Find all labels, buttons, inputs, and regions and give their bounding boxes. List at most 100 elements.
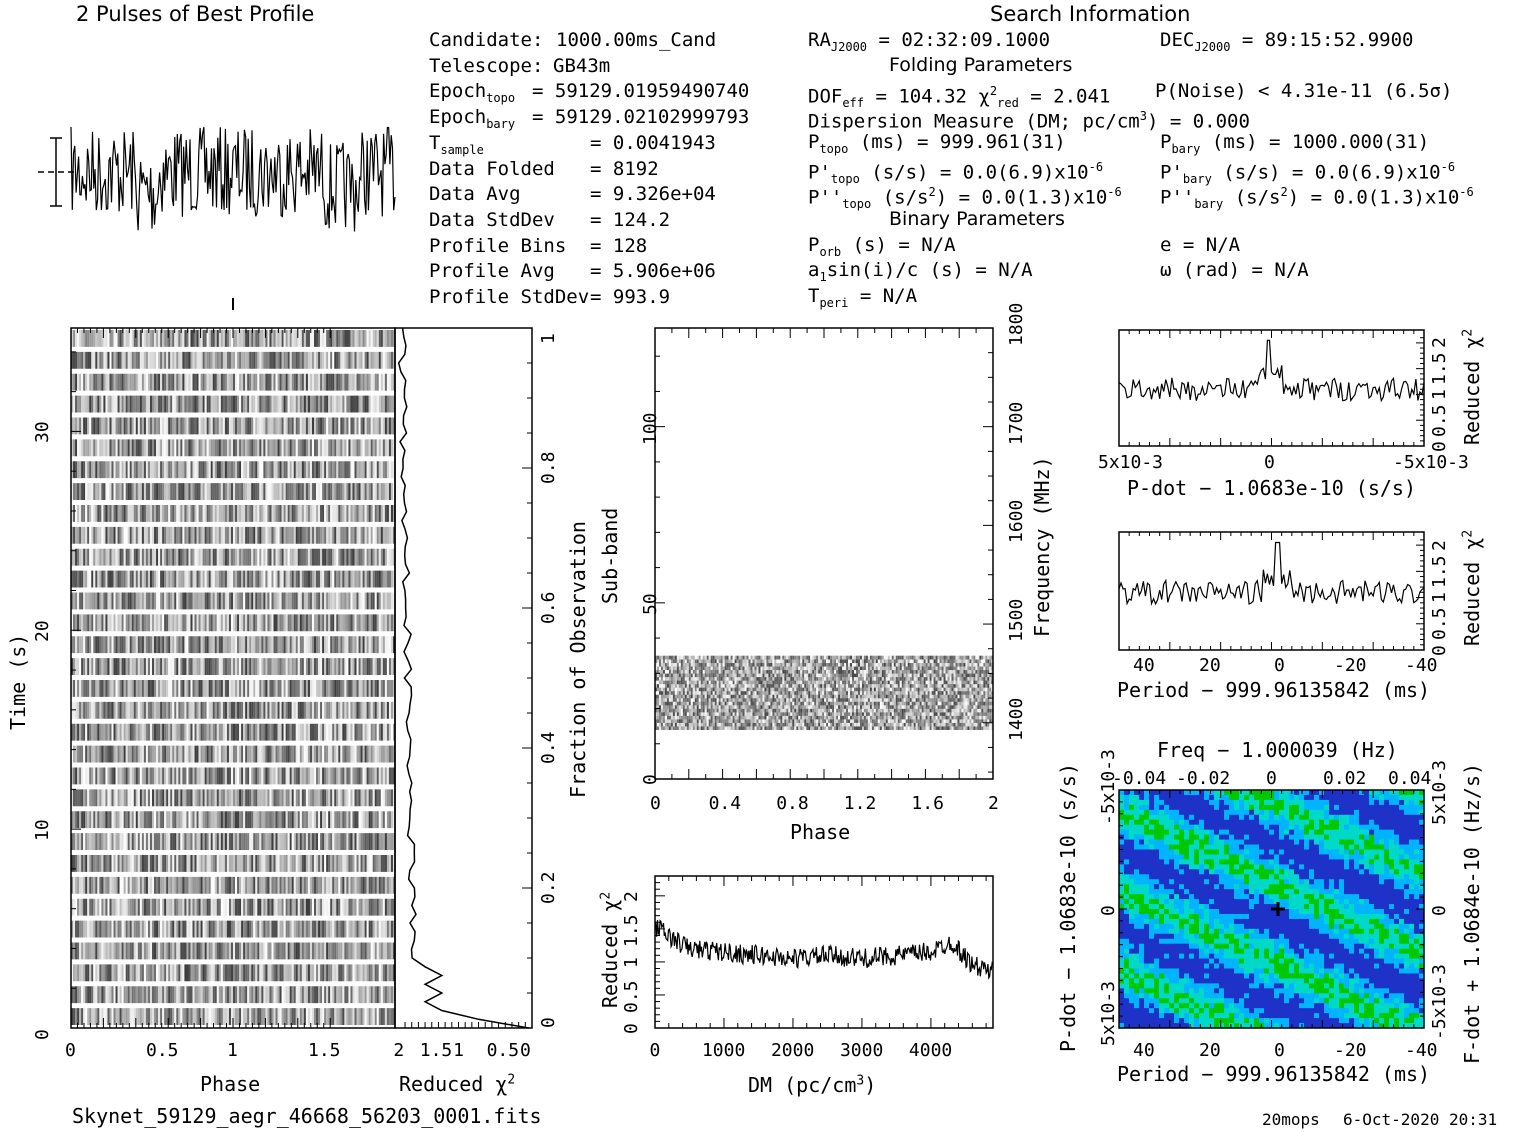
greyscale-cell [190, 898, 193, 916]
greyscale-cell [75, 548, 78, 566]
greyscale-cell [139, 745, 142, 763]
greyscale-cell [224, 417, 227, 435]
greyscale-cell [131, 855, 134, 872]
greyscale-cell [384, 526, 387, 544]
greyscale-cell [263, 964, 266, 982]
greyscale-cell [147, 636, 151, 654]
greyscale-cell [87, 373, 90, 391]
greyscale-cell [206, 898, 209, 916]
greyscale-cell [293, 614, 296, 632]
greyscale-cell [103, 898, 106, 916]
greyscale-cell [289, 942, 292, 960]
greyscale-cell [170, 986, 173, 1004]
greyscale-cell [344, 592, 347, 610]
greyscale-cell [81, 592, 84, 610]
greyscale-cell [208, 855, 211, 872]
greyscale-cell [178, 461, 181, 479]
greyscale-cell [89, 942, 92, 960]
greyscale-cell [247, 395, 250, 413]
greyscale-cell [143, 548, 146, 566]
greyscale-cell [344, 723, 347, 741]
greyscale-cell [247, 614, 250, 632]
greyscale-cell [145, 636, 149, 654]
greyscale-cell [388, 570, 392, 588]
greyscale-cell [212, 417, 215, 435]
greyscale-cell [170, 658, 173, 675]
greyscale-cell [214, 330, 217, 347]
greyscale-cell [392, 461, 396, 479]
greyscale-cell [196, 789, 199, 807]
greyscale-cell [392, 330, 396, 347]
greyscale-cell [85, 483, 88, 500]
greyscale-cell [204, 833, 207, 850]
greyscale-cell [117, 986, 120, 1004]
greyscale-cell [360, 658, 363, 675]
greyscale-cell [326, 395, 329, 413]
greyscale-cell [105, 658, 108, 675]
greyscale-cell [297, 614, 300, 632]
greyscale-cell [135, 986, 138, 1004]
greyscale-cell [283, 789, 286, 807]
greyscale-cell [200, 723, 203, 741]
greyscale-cell [121, 373, 124, 391]
greyscale-cell [360, 351, 363, 369]
greyscale-cell [127, 964, 130, 982]
greyscale-cell [135, 920, 138, 938]
greyscale-cell [320, 330, 323, 347]
greyscale-cell [259, 986, 262, 1004]
greyscale-cell [318, 439, 321, 457]
greyscale-cell [101, 483, 104, 500]
greyscale-cell [291, 767, 294, 785]
greyscale-cell [299, 964, 302, 982]
greyscale-cell [158, 483, 161, 500]
greyscale-cell [113, 483, 116, 500]
greyscale-cell [342, 395, 345, 413]
greyscale-cell [239, 526, 242, 544]
greyscale-cell [79, 658, 82, 675]
greyscale-cell [370, 658, 373, 675]
greyscale-cell [101, 395, 104, 413]
greyscale-cell [154, 636, 157, 654]
greyscale-cell [305, 439, 308, 457]
greyscale-cell [111, 592, 114, 610]
greyscale-cell [182, 833, 185, 850]
greyscale-cell [190, 942, 193, 960]
greyscale-cell [111, 920, 114, 938]
greyscale-cell [105, 461, 108, 479]
greyscale-cell [251, 592, 254, 610]
greyscale-cell [135, 723, 138, 741]
greyscale-cell [93, 811, 96, 829]
greyscale-cell [109, 986, 112, 1004]
greyscale-cell [366, 373, 369, 391]
greyscale-cell [95, 439, 98, 457]
greyscale-cell [307, 745, 311, 763]
greyscale-cell [149, 570, 153, 588]
greyscale-cell [233, 417, 236, 435]
greyscale-cell [168, 330, 171, 347]
greyscale-cell [259, 330, 262, 347]
greyscale-cell [340, 811, 343, 829]
greyscale-cell [378, 373, 381, 391]
greyscale-cell [216, 658, 219, 675]
greyscale-cell [283, 964, 286, 982]
greyscale-cell [87, 636, 90, 654]
greyscale-cell [154, 898, 157, 916]
greyscale-cell [251, 658, 254, 675]
greyscale-cell [186, 395, 189, 413]
greyscale-cell [338, 964, 341, 982]
greyscale-cell [269, 351, 272, 369]
greyscale-cell [360, 680, 363, 697]
greyscale-cell [218, 330, 221, 347]
greyscale-cell [277, 898, 280, 916]
greyscale-cell [344, 505, 347, 522]
greyscale-cell [376, 833, 379, 850]
greyscale-cell [249, 898, 252, 916]
greyscale-cell [297, 570, 300, 588]
greyscale-cell [350, 767, 353, 785]
greyscale-cell [212, 373, 215, 391]
greyscale-cell [233, 767, 236, 785]
greyscale-cell [220, 330, 223, 347]
greyscale-cell [348, 351, 351, 369]
greyscale-cell [309, 833, 313, 850]
greyscale-cell [198, 395, 201, 413]
